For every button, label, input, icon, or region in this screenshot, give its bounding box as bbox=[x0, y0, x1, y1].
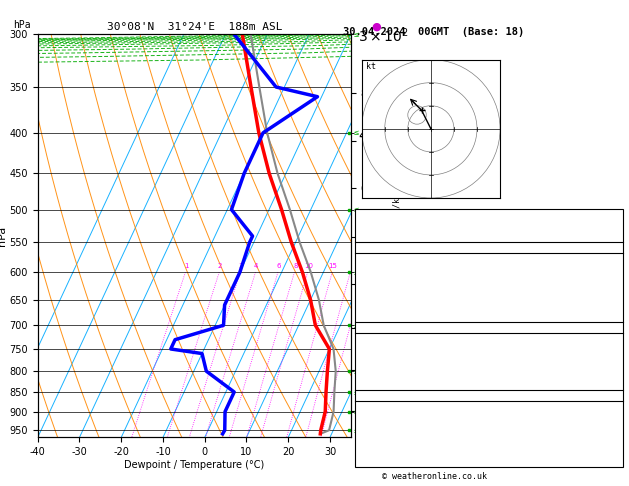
Text: kt: kt bbox=[366, 62, 376, 71]
Text: 30.04.2024  00GMT  (Base: 18): 30.04.2024 00GMT (Base: 18) bbox=[343, 27, 525, 37]
Text: ≤: ≤ bbox=[354, 205, 359, 214]
Text: Most Unstable: Most Unstable bbox=[454, 322, 524, 331]
Text: 5: 5 bbox=[521, 291, 526, 300]
Text: 5: 5 bbox=[521, 359, 526, 368]
Text: ≤: ≤ bbox=[354, 407, 359, 416]
Text: 1.17: 1.17 bbox=[521, 235, 543, 244]
Text: 3.9: 3.9 bbox=[521, 266, 537, 276]
Text: Pressure (mb): Pressure (mb) bbox=[358, 334, 428, 344]
Text: CIN (J): CIN (J) bbox=[358, 315, 396, 324]
Text: Totals Totals: Totals Totals bbox=[358, 223, 428, 232]
Text: StmSpd (kt): StmSpd (kt) bbox=[358, 439, 417, 448]
Text: PW (cm): PW (cm) bbox=[358, 235, 396, 244]
Text: 15: 15 bbox=[328, 263, 337, 269]
Text: 6: 6 bbox=[277, 263, 281, 269]
Text: -10: -10 bbox=[521, 402, 537, 412]
Text: CAPE (J): CAPE (J) bbox=[358, 371, 401, 380]
Text: 2: 2 bbox=[521, 210, 526, 220]
Text: 2: 2 bbox=[521, 415, 526, 424]
Text: 44: 44 bbox=[521, 223, 532, 232]
Text: hPa: hPa bbox=[13, 20, 30, 30]
Text: 989: 989 bbox=[521, 334, 537, 344]
Text: ≤: ≤ bbox=[354, 321, 359, 330]
Text: θₑ(K): θₑ(K) bbox=[358, 278, 385, 288]
Text: © weatheronline.co.uk: © weatheronline.co.uk bbox=[382, 472, 486, 481]
Text: ≤: ≤ bbox=[354, 426, 359, 435]
Text: 316: 316 bbox=[521, 278, 537, 288]
Text: ●: ● bbox=[371, 22, 381, 32]
Text: ≤: ≤ bbox=[354, 128, 359, 138]
X-axis label: Dewpoint / Temperature (°C): Dewpoint / Temperature (°C) bbox=[124, 460, 264, 470]
Text: 10: 10 bbox=[304, 263, 313, 269]
Text: ≤: ≤ bbox=[354, 387, 359, 397]
Text: 0: 0 bbox=[521, 303, 526, 312]
Text: 3: 3 bbox=[239, 263, 243, 269]
Text: Lifted Index: Lifted Index bbox=[358, 291, 423, 300]
Text: StmDir: StmDir bbox=[358, 427, 391, 436]
Text: CAPE (J): CAPE (J) bbox=[358, 303, 401, 312]
Text: K: K bbox=[358, 210, 364, 220]
Text: 316: 316 bbox=[521, 347, 537, 356]
Text: 0: 0 bbox=[521, 383, 526, 392]
Text: 1: 1 bbox=[184, 263, 189, 269]
Text: ≤: ≤ bbox=[354, 30, 359, 38]
Text: 0: 0 bbox=[521, 371, 526, 380]
Text: 347°: 347° bbox=[521, 427, 543, 436]
Text: ≤: ≤ bbox=[354, 366, 359, 376]
Text: 8: 8 bbox=[293, 263, 298, 269]
Y-axis label: km
ASL: km ASL bbox=[421, 225, 439, 246]
Y-axis label: hPa: hPa bbox=[0, 226, 7, 246]
Text: Dewp (°C): Dewp (°C) bbox=[358, 266, 406, 276]
Text: SREH: SREH bbox=[358, 415, 379, 424]
Text: Hodograph: Hodograph bbox=[465, 390, 513, 399]
Text: 2: 2 bbox=[218, 263, 222, 269]
Text: Surface: Surface bbox=[470, 242, 508, 251]
Text: Temp (°C): Temp (°C) bbox=[358, 254, 406, 263]
Title: 30°08'N  31°24'E  188m ASL: 30°08'N 31°24'E 188m ASL bbox=[106, 22, 282, 32]
Text: Lifted Index: Lifted Index bbox=[358, 359, 423, 368]
Text: EH: EH bbox=[358, 402, 369, 412]
Text: Mixing Ratio (g/kg): Mixing Ratio (g/kg) bbox=[393, 188, 403, 283]
Text: CIN (J): CIN (J) bbox=[358, 383, 396, 392]
Text: 11: 11 bbox=[521, 439, 532, 448]
Text: 27.3: 27.3 bbox=[521, 254, 543, 263]
Text: 0: 0 bbox=[521, 315, 526, 324]
Text: ≤: ≤ bbox=[354, 268, 359, 277]
Text: 4: 4 bbox=[254, 263, 259, 269]
Text: θₑ (K): θₑ (K) bbox=[358, 347, 391, 356]
